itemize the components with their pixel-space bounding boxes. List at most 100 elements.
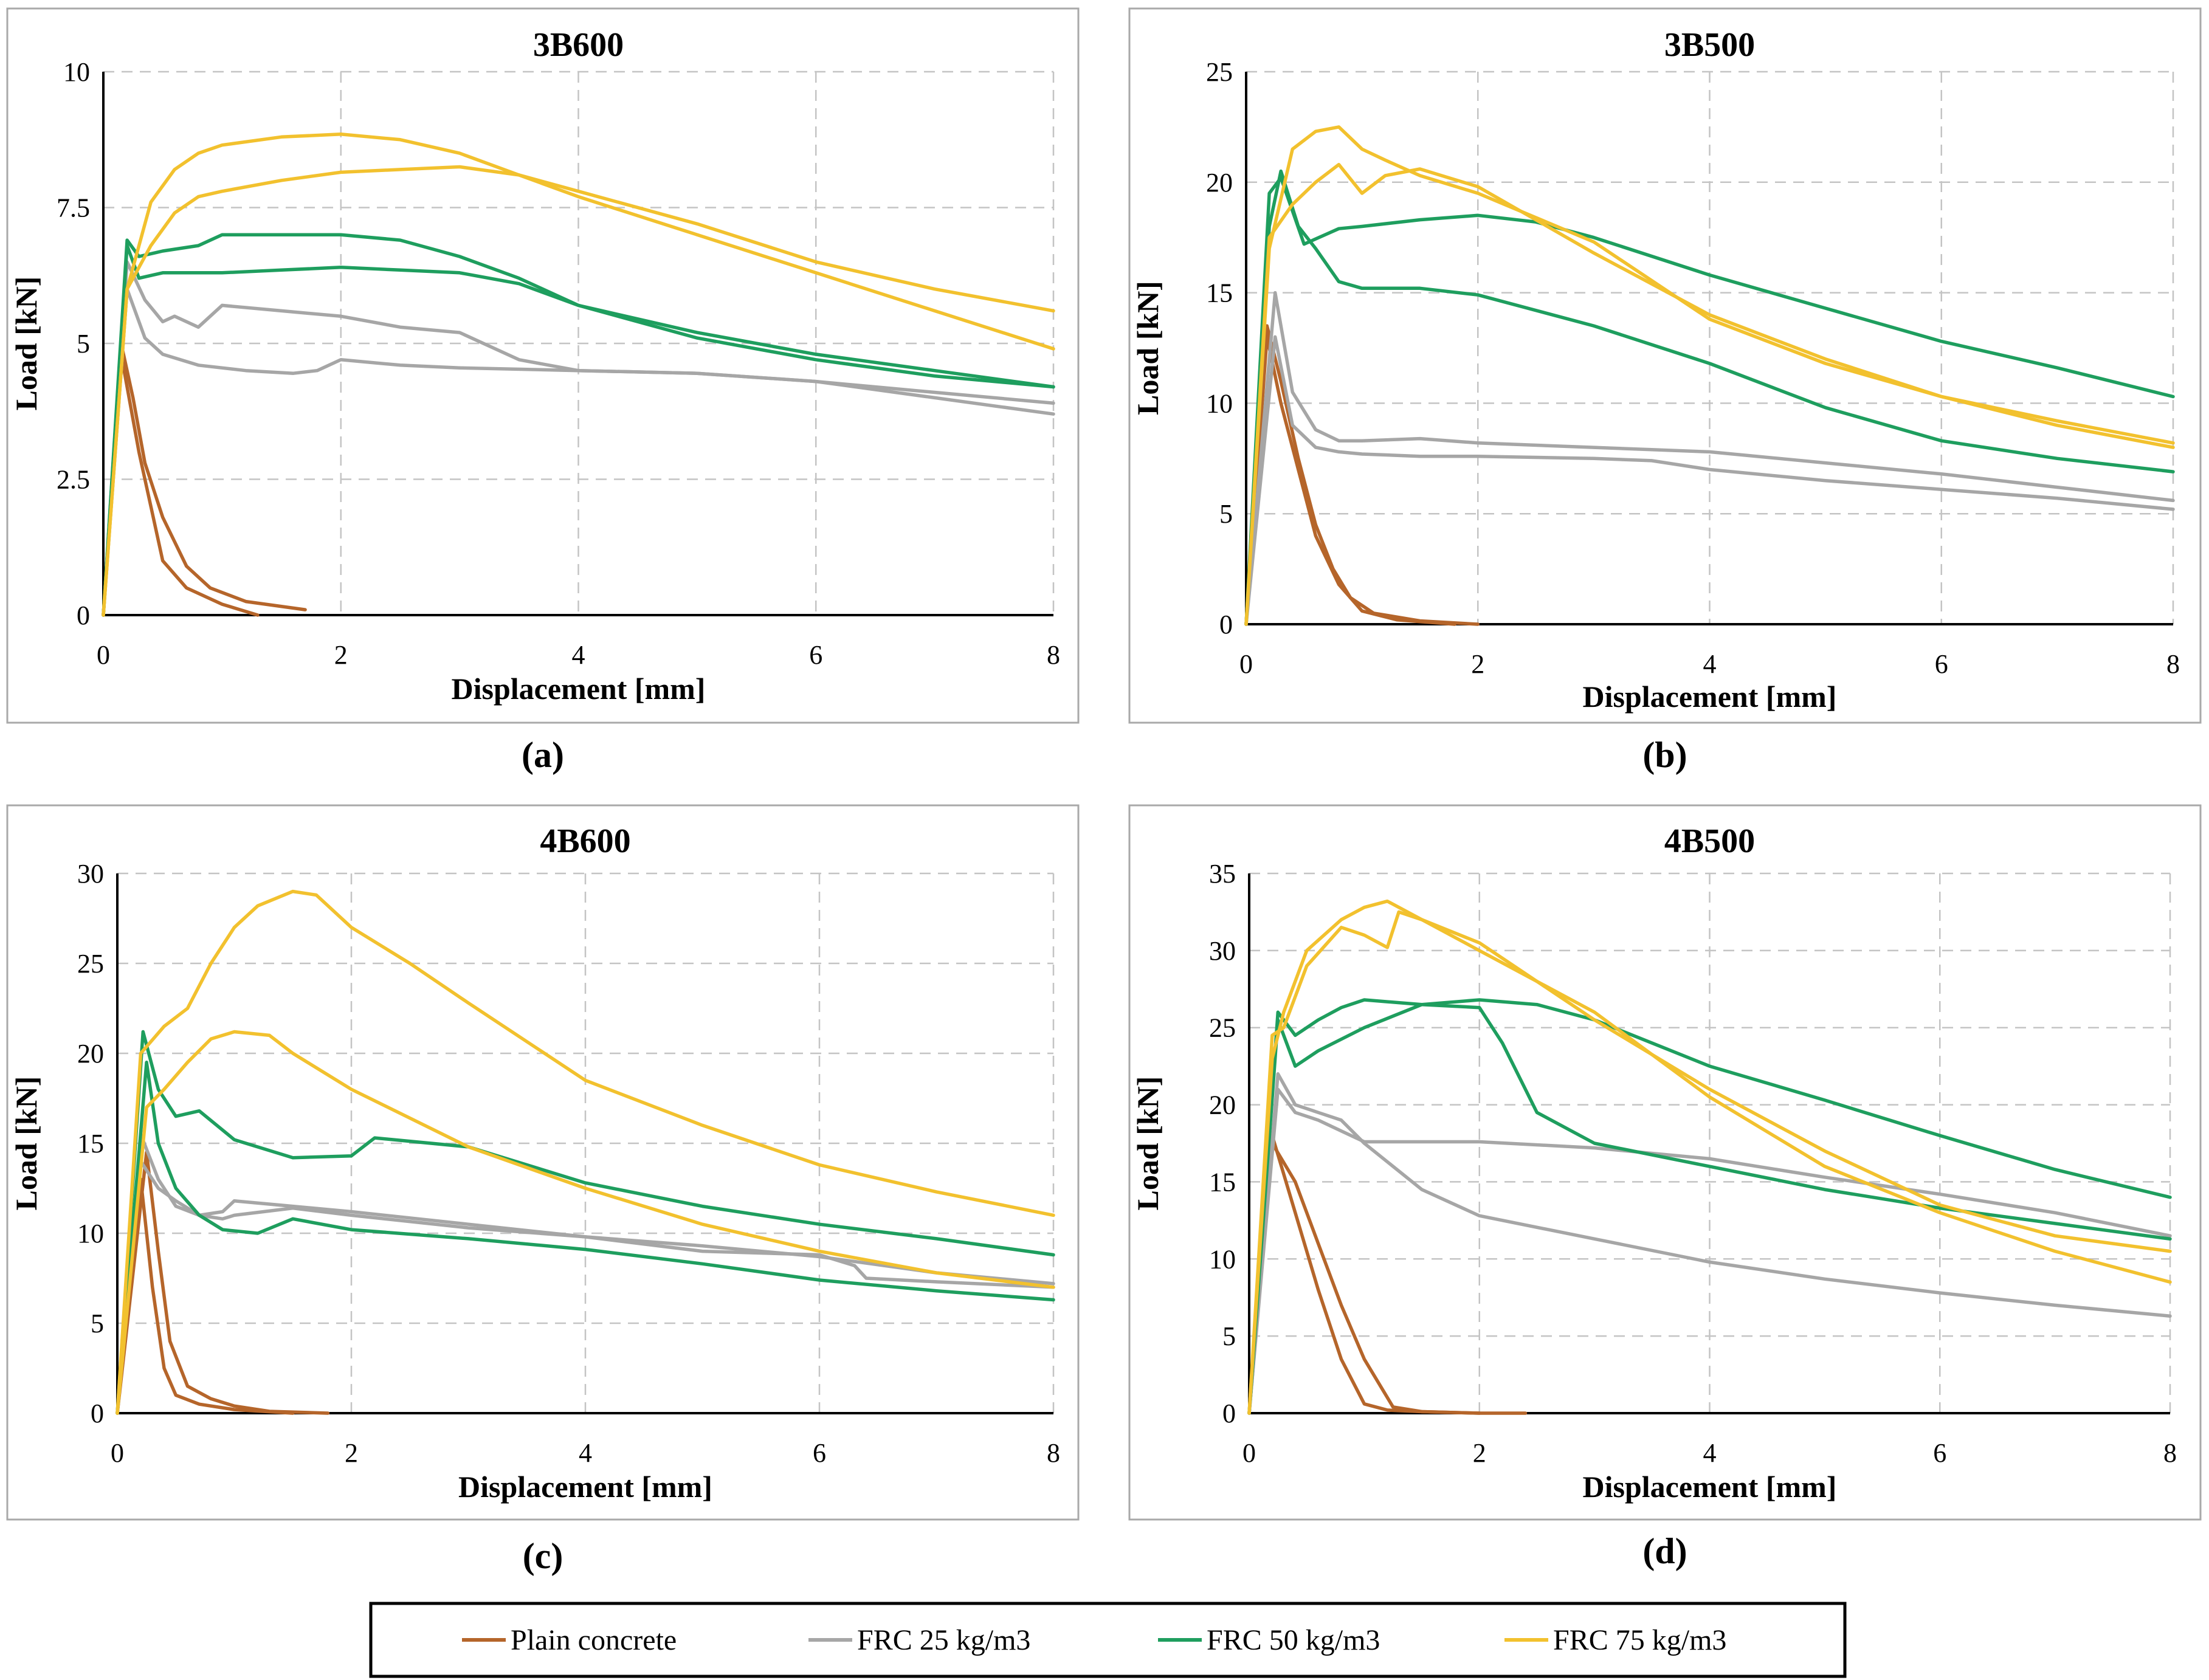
panel-caption: (c) <box>523 1536 563 1576</box>
series-line-frc75 <box>1244 162 2175 626</box>
panel-caption: (b) <box>1642 735 1687 775</box>
legend-label-frc75: FRC 75 kg/m3 <box>1553 1624 1726 1656</box>
x-tick-label: 2 <box>1471 649 1484 679</box>
y-tick-label: 25 <box>77 949 104 979</box>
legend: Plain concrete FRC 25 kg/m3 FRC 50 kg/m3… <box>369 1602 1847 1678</box>
panel-caption: (d) <box>1642 1531 1687 1571</box>
series-line-frc75 <box>102 165 1055 617</box>
panel-caption: (a) <box>522 735 564 775</box>
y-axis-label: Load [kN] <box>1131 1076 1165 1211</box>
legend-item-plain: Plain concrete <box>462 1624 677 1656</box>
series-line-frc75 <box>115 889 1055 1415</box>
legend-item-frc50: FRC 50 kg/m3 <box>1158 1624 1380 1656</box>
y-tick-label: 35 <box>1209 859 1236 889</box>
y-tick-label: 0 <box>1219 610 1233 639</box>
panel-frame <box>1128 804 2202 1521</box>
series-line-frc75 <box>115 1030 1055 1415</box>
x-tick-label: 0 <box>1239 649 1253 679</box>
y-tick-label: 15 <box>77 1129 104 1158</box>
y-tick-label: 5 <box>1219 499 1233 529</box>
series-line-frc50 <box>102 233 1055 617</box>
chart-title: 4B500 <box>1664 822 1755 860</box>
y-tick-label: 5 <box>91 1309 104 1338</box>
series-line-frc75 <box>1247 910 2172 1415</box>
x-tick-label: 6 <box>809 640 822 670</box>
chart-panel-c: 0 5 10 15 20 25 30 0 2 4 6 8 4B600 Displacement [mm] L… <box>6 804 1080 1576</box>
series-line-plain <box>1247 1141 1481 1415</box>
x-tick-label: 4 <box>572 640 585 670</box>
panel-frame <box>1128 7 2202 724</box>
chart-panel-b: 0 5 10 15 20 25 0 2 4 6 8 3B500 Displacement [mm] Loa… <box>1128 7 2202 775</box>
y-tick-label: 5 <box>1222 1321 1236 1351</box>
series-line-frc50 <box>102 244 1055 617</box>
y-tick-label: 25 <box>1209 1013 1236 1043</box>
series-line-frc25 <box>102 260 1055 617</box>
legend-label-frc25: FRC 25 kg/m3 <box>857 1624 1030 1656</box>
panels: 0 2.5 5 7.5 10 0 2 4 6 8 3B600 Displacement [mm] Loa… <box>6 7 2202 1576</box>
y-tick-label: 0 <box>1222 1399 1236 1428</box>
x-tick-label: 6 <box>813 1438 826 1468</box>
legend-label-plain: Plain concrete <box>511 1624 677 1656</box>
y-tick-label: 10 <box>63 57 90 87</box>
series-line-frc75 <box>1247 899 2172 1415</box>
x-tick-label: 4 <box>1703 1438 1717 1468</box>
x-axis-label: Displacement [mm] <box>452 672 706 706</box>
series-line-frc50 <box>1247 998 2172 1415</box>
y-tick-label: 30 <box>1209 936 1236 966</box>
y-tick-label: 0 <box>77 601 90 630</box>
series-line-plain <box>115 1177 295 1415</box>
x-tick-label: 2 <box>334 640 348 670</box>
y-axis-label: Load [kN] <box>1131 281 1165 415</box>
x-tick-label: 6 <box>1933 1438 1946 1468</box>
chart-title: 4B600 <box>540 822 630 860</box>
x-tick-label: 4 <box>1703 649 1717 679</box>
y-tick-label: 5 <box>77 329 90 359</box>
series-line-frc25 <box>1247 1072 2172 1415</box>
y-tick-label: 20 <box>1206 168 1233 198</box>
series-line-frc50 <box>115 1061 1055 1415</box>
series-line-plain <box>102 342 307 617</box>
x-tick-label: 0 <box>1242 1438 1256 1468</box>
series-line-frc75 <box>102 133 1055 617</box>
series-line-frc50 <box>115 1030 1055 1415</box>
legend-item-frc25: FRC 25 kg/m3 <box>808 1624 1030 1656</box>
y-tick-label: 10 <box>1206 388 1233 418</box>
x-tick-label: 2 <box>1473 1438 1486 1468</box>
y-axis-label: Load [kN] <box>9 1076 43 1211</box>
chart-title: 3B500 <box>1664 26 1755 64</box>
x-tick-label: 2 <box>345 1438 358 1468</box>
y-tick-label: 20 <box>1209 1090 1236 1120</box>
x-tick-label: 8 <box>1047 640 1060 670</box>
legend-item-frc75: FRC 75 kg/m3 <box>1504 1624 1726 1656</box>
y-tick-label: 30 <box>77 859 104 889</box>
series-line-frc25 <box>115 1159 1055 1415</box>
legend-box <box>369 1602 1847 1678</box>
x-axis-label: Displacement [mm] <box>1583 680 1837 714</box>
y-tick-label: 15 <box>1206 278 1233 308</box>
y-tick-label: 10 <box>1209 1244 1236 1274</box>
x-axis-label: Displacement [mm] <box>458 1470 712 1504</box>
x-tick-label: 8 <box>2163 1438 2177 1468</box>
x-tick-label: 0 <box>97 640 110 670</box>
y-tick-label: 7.5 <box>57 193 90 223</box>
y-tick-label: 20 <box>77 1039 104 1069</box>
series-line-frc25 <box>1244 335 2175 626</box>
x-tick-label: 4 <box>579 1438 592 1468</box>
x-tick-label: 8 <box>1047 1438 1060 1468</box>
chart-panel-a: 0 2.5 5 7.5 10 0 2 4 6 8 3B600 Displacement [mm] Loa… <box>6 7 1080 775</box>
y-axis-label: Load [kN] <box>9 277 43 411</box>
chart-title: 3B600 <box>533 26 624 64</box>
series-line-frc50 <box>1247 998 2172 1415</box>
y-tick-label: 10 <box>77 1219 104 1248</box>
y-tick-label: 15 <box>1209 1167 1236 1197</box>
series-line-plain <box>102 353 260 617</box>
y-tick-label: 0 <box>91 1399 104 1428</box>
series-line-frc25 <box>1247 1087 2172 1415</box>
x-axis-label: Displacement [mm] <box>1583 1470 1837 1504</box>
legend-label-frc50: FRC 50 kg/m3 <box>1207 1624 1380 1656</box>
x-tick-label: 6 <box>1935 649 1948 679</box>
y-tick-label: 2.5 <box>57 465 90 495</box>
series-line-frc50 <box>1244 169 2175 626</box>
series-line-frc25 <box>1244 291 2175 626</box>
